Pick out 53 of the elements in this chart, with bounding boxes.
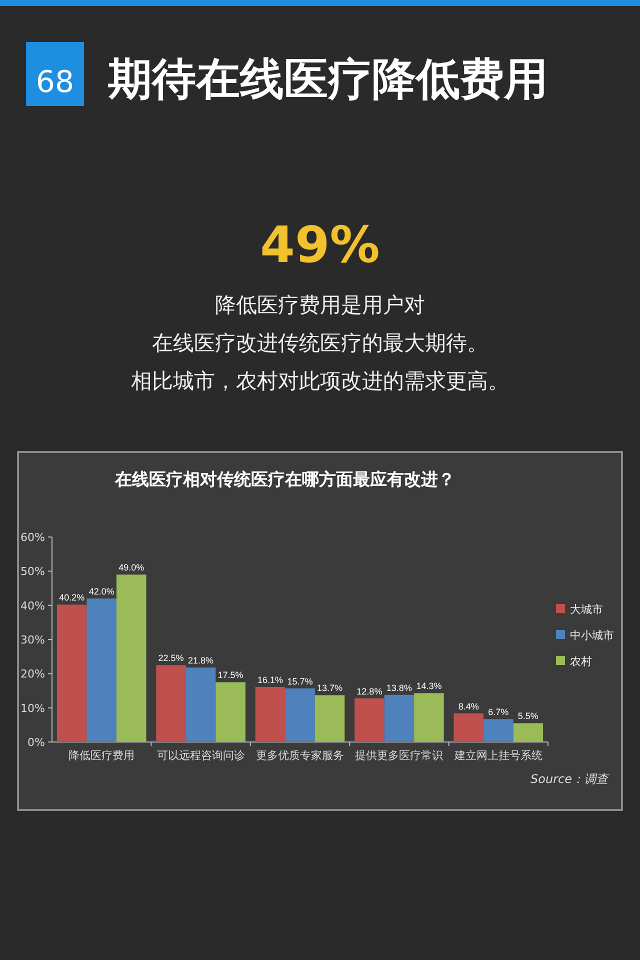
data-label: 49.0% (118, 562, 144, 573)
bar (56, 604, 87, 742)
source-note: Source：调查 (530, 772, 610, 786)
x-tick-label: 可以远程咨询问诊 (156, 749, 245, 762)
bar (454, 713, 484, 742)
data-label: 6.7% (488, 707, 509, 718)
y-tick-label: 40% (20, 599, 45, 612)
bar (354, 698, 384, 742)
legend-label: 大城市 (570, 603, 603, 616)
bar (285, 688, 315, 742)
data-label: 8.4% (458, 701, 479, 712)
y-tick-label: 20% (20, 668, 45, 681)
bar (116, 574, 146, 742)
data-label: 40.2% (59, 592, 85, 603)
bar (484, 719, 514, 742)
data-label: 12.8% (356, 686, 382, 696)
text: 相比城市，农村对此项改进的需求更高。 (131, 369, 509, 393)
bar (513, 723, 544, 742)
text: 49% (260, 216, 380, 274)
data-label: 21.8% (188, 656, 214, 666)
x-tick-label: 提供更多医疗常识 (355, 749, 444, 762)
bar (216, 682, 246, 742)
bar (86, 598, 116, 742)
bar (255, 686, 286, 742)
data-label: 22.5% (158, 653, 184, 664)
text: 68 (36, 65, 74, 100)
y-tick-label: 30% (20, 634, 45, 646)
y-tick-label: 50% (20, 565, 45, 578)
bar (384, 694, 414, 742)
data-label: 5.5% (518, 711, 538, 722)
bar (414, 693, 444, 742)
y-tick-label: 60% (20, 531, 45, 544)
text: 在线医疗改进传统医疗的最大期待。 (152, 331, 488, 355)
chart-title: 期待在线医疗降低费用 (108, 54, 548, 105)
text: 降低医疗费用是用户对 (215, 293, 425, 317)
bar (314, 695, 345, 742)
bar (156, 665, 186, 742)
data-label: 16.1% (257, 674, 284, 685)
data-label: 17.5% (218, 670, 244, 680)
data-label: 42.0% (88, 586, 114, 596)
chart-subtitle: 在线医疗相对传统医疗在哪方面最应有改进？ (114, 470, 455, 490)
legend-label: 农村 (570, 655, 592, 668)
x-tick-label: 降低医疗费用 (68, 749, 135, 762)
data-label: 14.3% (416, 681, 442, 692)
x-tick-label: 建立网上挂号系统 (453, 749, 542, 762)
data-label: 13.8% (386, 682, 412, 693)
data-label: 15.7% (287, 676, 313, 686)
y-tick-label: 10% (20, 702, 45, 715)
y-tick-label: 0% (28, 736, 45, 749)
x-tick-label: 更多优质专家服务 (256, 749, 344, 762)
legend-label: 中小城市 (570, 629, 614, 642)
bar (186, 668, 216, 742)
data-label: 13.7% (316, 683, 343, 694)
